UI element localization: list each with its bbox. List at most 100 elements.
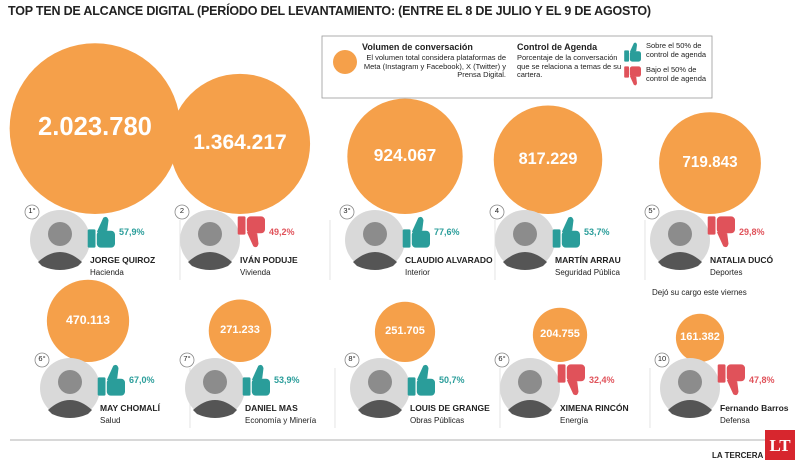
agenda-label: 50,7%	[439, 375, 465, 385]
bubble-label: 924.067	[373, 144, 437, 165]
person-role: Energía	[560, 416, 589, 425]
person-role: Defensa	[720, 416, 750, 425]
bubble	[374, 301, 436, 363]
avatar-head	[198, 222, 222, 246]
rank: 1°	[28, 206, 36, 215]
rank-badge	[494, 352, 510, 368]
person-name: LOUIS DE GRANGE	[410, 403, 490, 413]
person-role: Interior	[405, 268, 430, 277]
thumb-icon	[237, 216, 265, 248]
bubble-label: 271.233	[220, 324, 260, 337]
rank: 6°	[38, 354, 46, 363]
agenda-label: 57,9%	[119, 227, 145, 237]
agenda-label: 77,6%	[434, 227, 460, 237]
avatar-body	[668, 400, 712, 418]
rank: 7°	[183, 354, 191, 363]
avatar-head	[203, 370, 227, 394]
person-role: Vivienda	[240, 268, 271, 277]
person-name: Fernando Barros	[720, 403, 789, 413]
thumb-icon	[97, 364, 125, 396]
person-role: Hacienda	[90, 268, 124, 277]
agenda-label: 67,0%	[129, 375, 155, 385]
rank: 5°	[648, 206, 656, 215]
avatar-head	[518, 370, 542, 394]
rank-badge	[344, 352, 360, 368]
avatar-body	[353, 252, 397, 270]
person-name: NATALIA DUCÓ	[710, 255, 774, 265]
bubble	[208, 299, 272, 362]
thumb-icon	[87, 216, 115, 248]
bubble	[9, 43, 181, 214]
person-name: CLAUDIO ALVARADO	[405, 255, 493, 265]
agenda-label: 29,8%	[739, 227, 765, 237]
thumb-icon	[552, 216, 580, 248]
avatar-head	[58, 370, 82, 394]
legend-text: El volumen total considera plataformas d…	[363, 53, 506, 80]
rank-badge	[24, 204, 40, 220]
person-name: IVÁN PODUJE	[240, 255, 298, 265]
rank: 4	[494, 206, 500, 215]
legend-box	[321, 35, 713, 99]
avatar-head	[678, 370, 702, 394]
bubble-label: 470.113	[66, 313, 110, 328]
person-name: JORGE QUIROZ	[90, 255, 156, 265]
legend-title: Control de Agenda	[517, 42, 598, 52]
legend-title: Volumen de conversación	[362, 42, 473, 52]
rank-badge	[489, 204, 505, 220]
agenda-label: 47,8%	[749, 375, 775, 385]
bubble	[347, 98, 463, 214]
person-name: MARTÍN ARRAU	[555, 255, 621, 265]
rank: 6°	[498, 354, 506, 363]
avatar-body	[188, 252, 232, 270]
rank-badge	[339, 204, 355, 220]
bubble-label: 251.705	[385, 325, 425, 338]
rank: 8°	[348, 354, 356, 363]
thumb-icon	[717, 364, 745, 396]
agenda-label: 32,4%	[589, 375, 615, 385]
title: TOP TEN DE ALCANCE DIGITAL (PERÍODO DEL …	[8, 4, 651, 18]
bubble	[659, 112, 761, 214]
legend-bubble	[333, 50, 357, 74]
person-role: Obras Públicas	[410, 416, 465, 425]
bubble	[675, 313, 725, 362]
thumb-icon	[402, 216, 430, 248]
thumb-icon	[707, 216, 735, 248]
bubble-label: 719.843	[682, 153, 738, 171]
legend-text: Sobre el 50% de control de agenda	[646, 41, 707, 59]
person-name: MAY CHOMALÍ	[100, 403, 160, 413]
bubble	[532, 307, 588, 363]
thumb-icon	[624, 42, 641, 62]
bubble-label: 1.364.217	[193, 131, 287, 155]
person-role: Economía y Minería	[245, 416, 317, 425]
person-role: Salud	[100, 416, 121, 425]
source: LA TERCERA	[712, 451, 764, 460]
avatar-body	[193, 400, 237, 418]
avatar-head	[513, 222, 537, 246]
legend-text: Bajo el 50% de control de agenda	[646, 65, 707, 83]
person-note: Dejó su cargo este viernes	[652, 288, 747, 297]
thumb-icon	[407, 364, 435, 396]
thumb-icon	[624, 66, 641, 86]
person-name: DANIEL MAS	[245, 403, 298, 413]
avatar-body	[38, 252, 82, 270]
rank-badge	[174, 204, 190, 220]
rank-badge	[644, 204, 660, 220]
logo: LT	[769, 436, 791, 455]
agenda-label: 53,9%	[274, 375, 300, 385]
avatar-body	[48, 400, 92, 418]
bubble	[46, 279, 130, 362]
avatar-body	[658, 252, 702, 270]
rank: 2	[179, 206, 185, 215]
avatar-body	[358, 400, 402, 418]
logo-box	[765, 430, 795, 460]
rank-badge	[179, 352, 195, 368]
avatar-body	[508, 400, 552, 418]
avatar-head	[48, 222, 72, 246]
person-name: XIMENA RINCÓN	[560, 403, 629, 413]
bubble	[493, 105, 603, 214]
agenda-label: 49,2%	[269, 227, 295, 237]
rank: 3°	[343, 206, 351, 215]
bubble-label: 817.229	[518, 149, 578, 168]
bubble-label: 2.023.780	[38, 113, 152, 142]
